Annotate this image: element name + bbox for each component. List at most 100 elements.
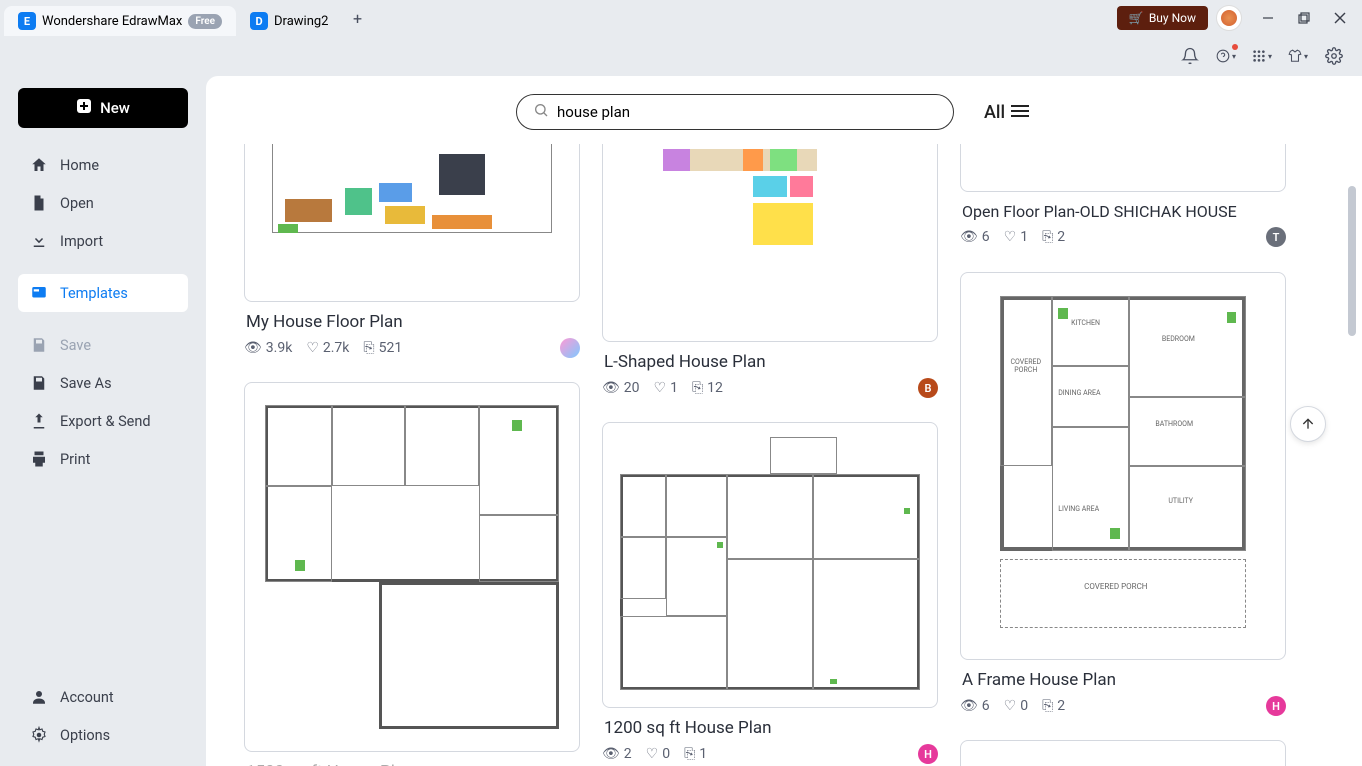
- sidebar-item-label: Open: [60, 195, 94, 212]
- sidebar-item-home[interactable]: Home: [18, 146, 188, 184]
- author-badge: [560, 338, 580, 358]
- sidebar-item-label: Templates: [60, 285, 128, 302]
- cart-icon: 🛒: [1129, 11, 1144, 25]
- app-logo-icon: E: [18, 12, 36, 30]
- filter-label: All: [984, 102, 1005, 123]
- eye-icon: 👁: [960, 698, 978, 714]
- card-meta: 👁6 ♡1 ⎘2 T: [960, 227, 1286, 247]
- window-maximize[interactable]: [1286, 3, 1322, 33]
- eye-icon: 👁: [602, 746, 620, 762]
- menu-icon: [1011, 102, 1029, 123]
- copy-icon: ⎘: [684, 746, 695, 762]
- eye-icon: 👁: [602, 380, 620, 396]
- sidebar-item-label: Import: [60, 233, 103, 250]
- sidebar-item-save[interactable]: Save: [18, 326, 188, 364]
- template-card[interactable]: [960, 740, 1286, 766]
- content: All: [206, 76, 1362, 766]
- heart-icon: ♡: [306, 340, 319, 356]
- template-grid: My House Floor Plan 👁3.9k ♡2.7k ⎘521: [244, 144, 1342, 766]
- template-card[interactable]: L-Shaped House Plan 👁20 ♡1 ⎘12 B: [602, 144, 938, 398]
- author-badge: H: [918, 744, 938, 764]
- titlebar: E Wondershare EdrawMax Free D Drawing2 +…: [0, 0, 1362, 36]
- bell-icon[interactable]: [1180, 46, 1200, 66]
- tab-main[interactable]: E Wondershare EdrawMax Free: [4, 6, 236, 36]
- card-meta: 👁3.9k ♡2.7k ⎘521: [244, 338, 580, 358]
- sidebar-item-label: Options: [60, 727, 110, 744]
- shirt-icon[interactable]: ▾: [1288, 46, 1308, 66]
- apps-icon[interactable]: ▾: [1252, 46, 1272, 66]
- save-icon: [30, 336, 48, 354]
- author-badge: H: [1266, 696, 1286, 716]
- template-card[interactable]: COVERED PORCH KITCHEN BEDROOM DINING ARE…: [960, 272, 1286, 716]
- window-close[interactable]: [1322, 3, 1358, 33]
- copy-icon: ⎘: [1042, 229, 1053, 245]
- free-badge: Free: [188, 14, 222, 29]
- print-icon: [30, 450, 48, 468]
- home-icon: [30, 156, 48, 174]
- card-meta: 👁6 ♡0 ⎘2 H: [960, 696, 1286, 716]
- scrollbar[interactable]: [1348, 186, 1356, 336]
- app-name: Wondershare EdrawMax: [42, 14, 182, 29]
- eye-icon: 👁: [244, 340, 262, 356]
- sidebar-item-label: Save: [60, 337, 91, 354]
- account-icon: [30, 688, 48, 706]
- options-icon: [30, 726, 48, 744]
- heart-icon: ♡: [646, 746, 659, 762]
- new-button[interactable]: New: [18, 88, 188, 128]
- sidebar-item-label: Save As: [60, 375, 112, 392]
- help-icon[interactable]: ▾: [1216, 46, 1236, 66]
- heart-icon: ♡: [1004, 698, 1017, 714]
- copy-icon: ⎘: [363, 340, 374, 356]
- settings-icon[interactable]: [1324, 46, 1344, 66]
- new-tab-button[interactable]: +: [343, 3, 373, 33]
- buy-now-button[interactable]: 🛒 Buy Now: [1117, 6, 1208, 30]
- card-title: 1500 sq ft House Plan: [246, 762, 580, 766]
- template-card[interactable]: 1200 sq ft House Plan 👁2 ♡0 ⎘1 H: [602, 422, 938, 764]
- card-meta: 👁2 ♡0 ⎘1 H: [602, 744, 938, 764]
- topbar: ▾ ▾ ▾: [0, 36, 1362, 76]
- import-icon: [30, 232, 48, 250]
- tab-drawing[interactable]: D Drawing2: [236, 6, 342, 36]
- sidebar-item-templates[interactable]: Templates: [18, 274, 188, 312]
- sidebar-item-saveas[interactable]: Save As: [18, 364, 188, 402]
- new-label: New: [100, 99, 130, 117]
- card-meta: 👁20 ♡1 ⎘12 B: [602, 378, 938, 398]
- heart-icon: ♡: [654, 380, 667, 396]
- search-box[interactable]: [516, 94, 954, 130]
- sidebar: New Home Open Import Templates Save: [0, 76, 206, 766]
- sidebar-item-label: Print: [60, 451, 90, 468]
- scroll-top-button[interactable]: [1290, 406, 1326, 442]
- sidebar-item-label: Home: [60, 157, 99, 174]
- template-card[interactable]: 1500 sq ft House Plan: [244, 382, 580, 766]
- window-minimize[interactable]: [1250, 3, 1286, 33]
- search-input[interactable]: [557, 103, 937, 121]
- sidebar-item-import[interactable]: Import: [18, 222, 188, 260]
- author-badge: T: [1266, 227, 1286, 247]
- sidebar-item-label: Export & Send: [60, 413, 151, 430]
- template-card[interactable]: Open Floor Plan-OLD SHICHAK HOUSE 👁6 ♡1 …: [960, 144, 1286, 247]
- saveas-icon: [30, 374, 48, 392]
- copy-icon: ⎘: [1042, 698, 1053, 714]
- sidebar-item-open[interactable]: Open: [18, 184, 188, 222]
- buy-now-label: Buy Now: [1149, 11, 1196, 25]
- user-avatar[interactable]: [1216, 5, 1242, 31]
- sidebar-item-export[interactable]: Export & Send: [18, 402, 188, 440]
- sidebar-item-label: Account: [60, 689, 114, 706]
- card-title: My House Floor Plan: [246, 312, 580, 332]
- author-badge: B: [918, 378, 938, 398]
- filter-all[interactable]: All: [984, 102, 1029, 123]
- heart-icon: ♡: [1004, 229, 1017, 245]
- sidebar-item-options[interactable]: Options: [18, 716, 188, 754]
- card-title: 1200 sq ft House Plan: [604, 718, 938, 738]
- sidebar-item-print[interactable]: Print: [18, 440, 188, 478]
- doc-icon: D: [250, 12, 268, 30]
- search-row: All: [206, 76, 1362, 144]
- templates-icon: [30, 284, 48, 302]
- eye-icon: 👁: [960, 229, 978, 245]
- sidebar-item-account[interactable]: Account: [18, 678, 188, 716]
- template-card[interactable]: My House Floor Plan 👁3.9k ♡2.7k ⎘521: [244, 144, 580, 358]
- plus-icon: [76, 98, 92, 118]
- tab-drawing-label: Drawing2: [274, 14, 328, 29]
- card-title: Open Floor Plan-OLD SHICHAK HOUSE: [962, 202, 1286, 221]
- copy-icon: ⎘: [692, 380, 703, 396]
